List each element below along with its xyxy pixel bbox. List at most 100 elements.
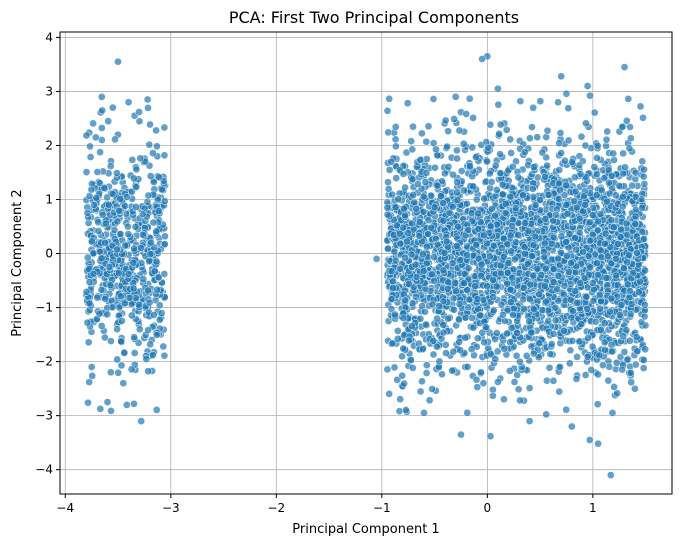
data-point: [615, 182, 624, 190]
data-point: [395, 407, 404, 416]
data-point: [560, 326, 568, 335]
data-point: [542, 410, 551, 419]
data-point: [477, 368, 485, 377]
data-point: [385, 390, 394, 398]
data-point: [608, 409, 617, 417]
data-point: [489, 276, 497, 284]
data-point: [614, 240, 622, 248]
data-point: [106, 162, 115, 170]
data-point: [403, 99, 412, 108]
data-point: [388, 339, 397, 348]
data-point: [612, 271, 621, 280]
data-point: [562, 181, 570, 190]
data-point: [493, 347, 502, 356]
data-point: [557, 72, 566, 81]
data-point: [480, 231, 488, 240]
data-point: [430, 276, 438, 285]
data-point: [91, 133, 100, 142]
data-point: [103, 193, 111, 202]
data-point: [468, 143, 477, 152]
data-point: [404, 336, 413, 345]
data-point: [424, 122, 433, 131]
data-point: [628, 181, 636, 190]
data-point: [416, 314, 425, 323]
data-point: [641, 345, 650, 354]
data-point: [119, 379, 128, 388]
data-point: [572, 245, 581, 254]
data-point: [118, 317, 126, 325]
data-point: [116, 292, 125, 301]
data-point: [639, 113, 647, 122]
data-point: [416, 387, 425, 396]
data-point: [612, 254, 620, 263]
x-tick-label: −4: [56, 501, 74, 515]
data-point: [399, 314, 408, 323]
data-point: [143, 95, 152, 104]
data-point: [499, 234, 508, 243]
data-point: [108, 190, 117, 198]
data-point: [627, 134, 635, 143]
data-point: [575, 214, 584, 223]
data-point: [541, 172, 549, 181]
data-point: [617, 225, 625, 234]
data-point: [572, 375, 581, 383]
data-point: [145, 256, 154, 265]
data-point: [421, 178, 430, 186]
data-point: [452, 242, 461, 250]
data-point: [586, 91, 594, 100]
data-point: [152, 227, 161, 236]
data-point: [491, 211, 499, 220]
data-point: [544, 191, 553, 199]
data-point: [494, 84, 502, 93]
data-point: [601, 239, 609, 248]
data-point: [464, 264, 473, 273]
data-point: [416, 156, 425, 164]
data-point: [124, 270, 133, 279]
data-point: [400, 204, 408, 213]
data-point: [418, 377, 426, 386]
data-point: [584, 334, 592, 342]
data-point: [509, 265, 518, 274]
data-point: [587, 366, 596, 374]
data-point: [408, 299, 417, 308]
data-point: [433, 181, 442, 190]
data-point: [631, 212, 640, 221]
data-point: [85, 299, 94, 308]
data-point: [444, 278, 453, 287]
data-point: [401, 211, 409, 220]
data-point: [453, 146, 461, 155]
data-point: [455, 315, 463, 324]
data-point: [596, 326, 605, 334]
data-point: [455, 338, 464, 346]
data-point: [448, 203, 457, 211]
data-point: [385, 166, 394, 174]
data-point: [396, 395, 405, 404]
data-point: [526, 134, 534, 143]
data-point: [619, 192, 627, 201]
data-point: [560, 282, 569, 290]
data-point: [431, 163, 439, 172]
data-point: [143, 198, 152, 206]
data-point: [124, 98, 133, 107]
data-point: [145, 140, 154, 149]
data-point: [421, 307, 429, 316]
data-point: [97, 254, 106, 263]
data-point: [472, 240, 481, 249]
data-point: [127, 365, 136, 374]
data-point: [500, 395, 508, 404]
data-point: [461, 333, 470, 342]
data-point: [564, 136, 573, 145]
data-points: [82, 52, 650, 479]
data-point: [487, 205, 496, 213]
data-point: [512, 351, 521, 360]
data-point: [489, 306, 498, 315]
data-point: [429, 95, 438, 103]
data-point: [562, 238, 570, 246]
data-point: [507, 149, 515, 157]
y-axis-ticks: −4 −3 −2 −1 0 1 2 3 4: [35, 30, 60, 477]
data-point: [492, 329, 501, 337]
data-point: [444, 314, 453, 323]
data-point: [466, 162, 474, 170]
data-point: [130, 174, 138, 183]
